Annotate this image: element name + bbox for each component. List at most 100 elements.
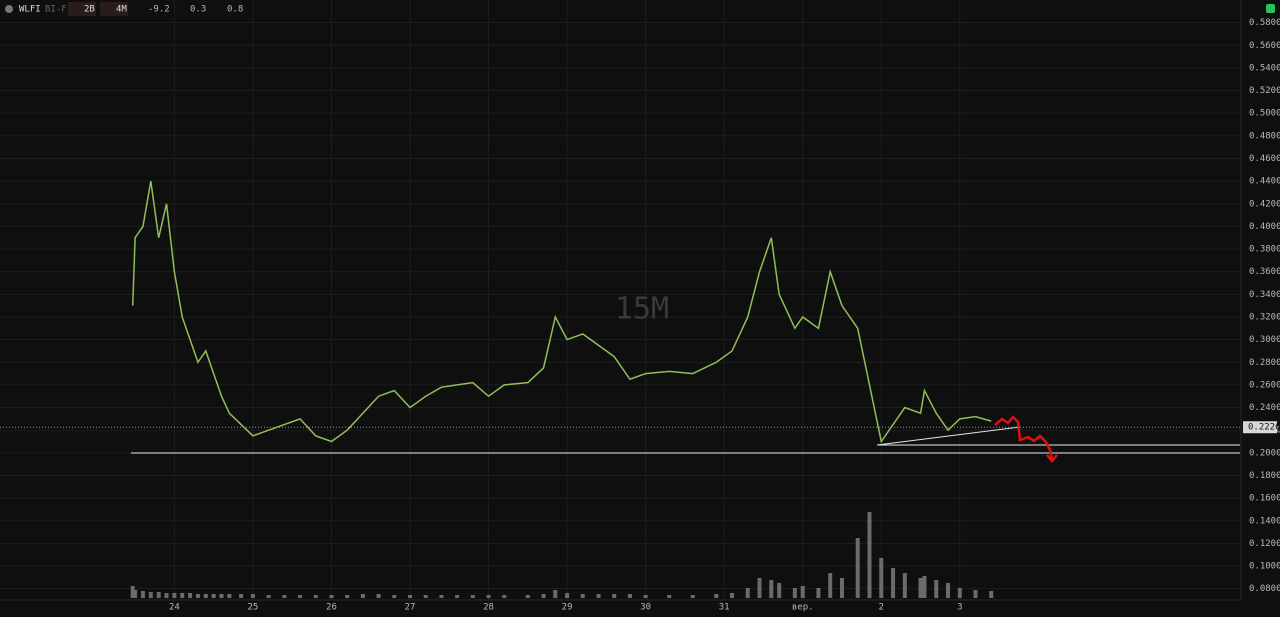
volume-bar [239, 594, 244, 598]
y-tick-label: 0.2000 [1249, 448, 1280, 458]
x-tick-label: 29 [562, 603, 573, 613]
watermark: 15M [615, 292, 669, 327]
x-tick-label: 3 [957, 603, 962, 613]
volume-bar [690, 595, 695, 598]
volume-bar [902, 573, 907, 598]
y-tick-label: 0.0800 [1249, 584, 1280, 594]
toolbar: WLFI BI-F 2B 4M -9.2 0.3 0.8 [5, 2, 1275, 16]
volume-bar [313, 595, 318, 598]
x-tick-label: 28 [483, 603, 494, 613]
symbol: WLFI [19, 5, 41, 15]
volume-bar [130, 586, 135, 598]
volume-bar [376, 594, 381, 598]
volume-bar [957, 588, 962, 598]
badge [68, 2, 96, 16]
volume-bar [541, 594, 546, 598]
stat: 0.3 [190, 5, 206, 15]
y-tick-label: 0.4200 [1249, 199, 1280, 209]
x-tick-label: 2 [879, 603, 884, 613]
volume-bar [172, 593, 177, 598]
volume-bar [525, 595, 530, 598]
volume-bar [553, 590, 558, 598]
volume-bar [148, 592, 153, 598]
volume-bar [219, 594, 224, 598]
volume-bar [867, 512, 872, 598]
exchange: BI-F [45, 5, 67, 15]
volume-bar [922, 576, 927, 598]
y-tick-label: 0.3200 [1249, 312, 1280, 322]
y-tick-label: 0.3400 [1249, 290, 1280, 300]
y-tick-label: 0.2800 [1249, 358, 1280, 368]
volume-bar [596, 594, 601, 598]
volume-bar [392, 595, 397, 598]
volume-bar [565, 593, 570, 598]
y-tick-label: 0.1800 [1249, 471, 1280, 481]
volume-bar [164, 593, 169, 598]
volume-bar [946, 583, 951, 598]
volume-bar [360, 594, 365, 598]
volume-bar [195, 594, 200, 598]
status-indicator [1266, 4, 1275, 13]
symbol-icon [5, 5, 13, 13]
price-label: 0.2226 [1248, 423, 1280, 433]
volume-bar [282, 595, 287, 598]
volume-bar [714, 594, 719, 598]
volume-bar [502, 595, 507, 598]
y-tick-label: 0.5800 [1249, 18, 1280, 28]
volume-bar [627, 594, 632, 598]
volume-bar [667, 595, 672, 598]
y-tick-label: 0.1600 [1249, 494, 1280, 504]
volume-bar [140, 591, 145, 598]
volume-bar [879, 558, 884, 598]
price-label-box [1243, 421, 1277, 434]
volume-bar [298, 595, 303, 598]
volume-bar [188, 593, 193, 598]
x-tick-label: 24 [169, 603, 180, 613]
volume-bar [989, 591, 994, 598]
volume-bar [855, 538, 860, 598]
volume-bar [156, 592, 161, 598]
volume-bar [227, 594, 232, 598]
volume-bar [329, 595, 334, 598]
x-tick-label: 30 [640, 603, 651, 613]
badge [100, 2, 128, 16]
volume-bar [800, 586, 805, 598]
y-tick-label: 0.1000 [1249, 562, 1280, 572]
y-tick-label: 0.3800 [1249, 245, 1280, 255]
x-tick-label: 26 [326, 603, 337, 613]
y-tick-label: 0.3600 [1249, 267, 1280, 277]
volume-bar [730, 593, 735, 598]
volume-bar [439, 595, 444, 598]
volume-bar [266, 595, 271, 598]
x-tick-label: вер. [792, 603, 814, 613]
y-tick-label: 0.5400 [1249, 63, 1280, 73]
y-tick-label: 0.5200 [1249, 86, 1280, 96]
volume-bar [745, 588, 750, 598]
volume-bar [769, 580, 774, 598]
volume-bar [345, 595, 350, 598]
badge-text: 4M [116, 5, 127, 15]
volume-bar [777, 583, 782, 598]
volume-bar [455, 595, 460, 598]
grid [0, 0, 1241, 600]
y-tick-label: 0.4000 [1249, 222, 1280, 232]
hand-drawn-arrow [994, 415, 1058, 463]
y-tick-label: 0.1400 [1249, 516, 1280, 526]
stat: -9.2 [148, 5, 170, 15]
volume-bar [757, 578, 762, 598]
volume-bar [423, 595, 428, 598]
y-tick-label: 0.4600 [1249, 154, 1280, 164]
volume-bar [211, 594, 216, 598]
badge-text: 2B [84, 5, 95, 15]
volume-bar [133, 590, 138, 598]
volume-bar [643, 595, 648, 598]
y-tick-label: 0.3000 [1249, 335, 1280, 345]
y-tick-label: 0.5600 [1249, 41, 1280, 51]
y-tick-label: 0.1200 [1249, 539, 1280, 549]
y-tick-label: 0.5000 [1249, 109, 1280, 119]
volume-bar [580, 594, 585, 598]
y-tick-label: 0.2400 [1249, 403, 1280, 413]
volume-bar [891, 568, 896, 598]
volume-bar [470, 595, 475, 598]
